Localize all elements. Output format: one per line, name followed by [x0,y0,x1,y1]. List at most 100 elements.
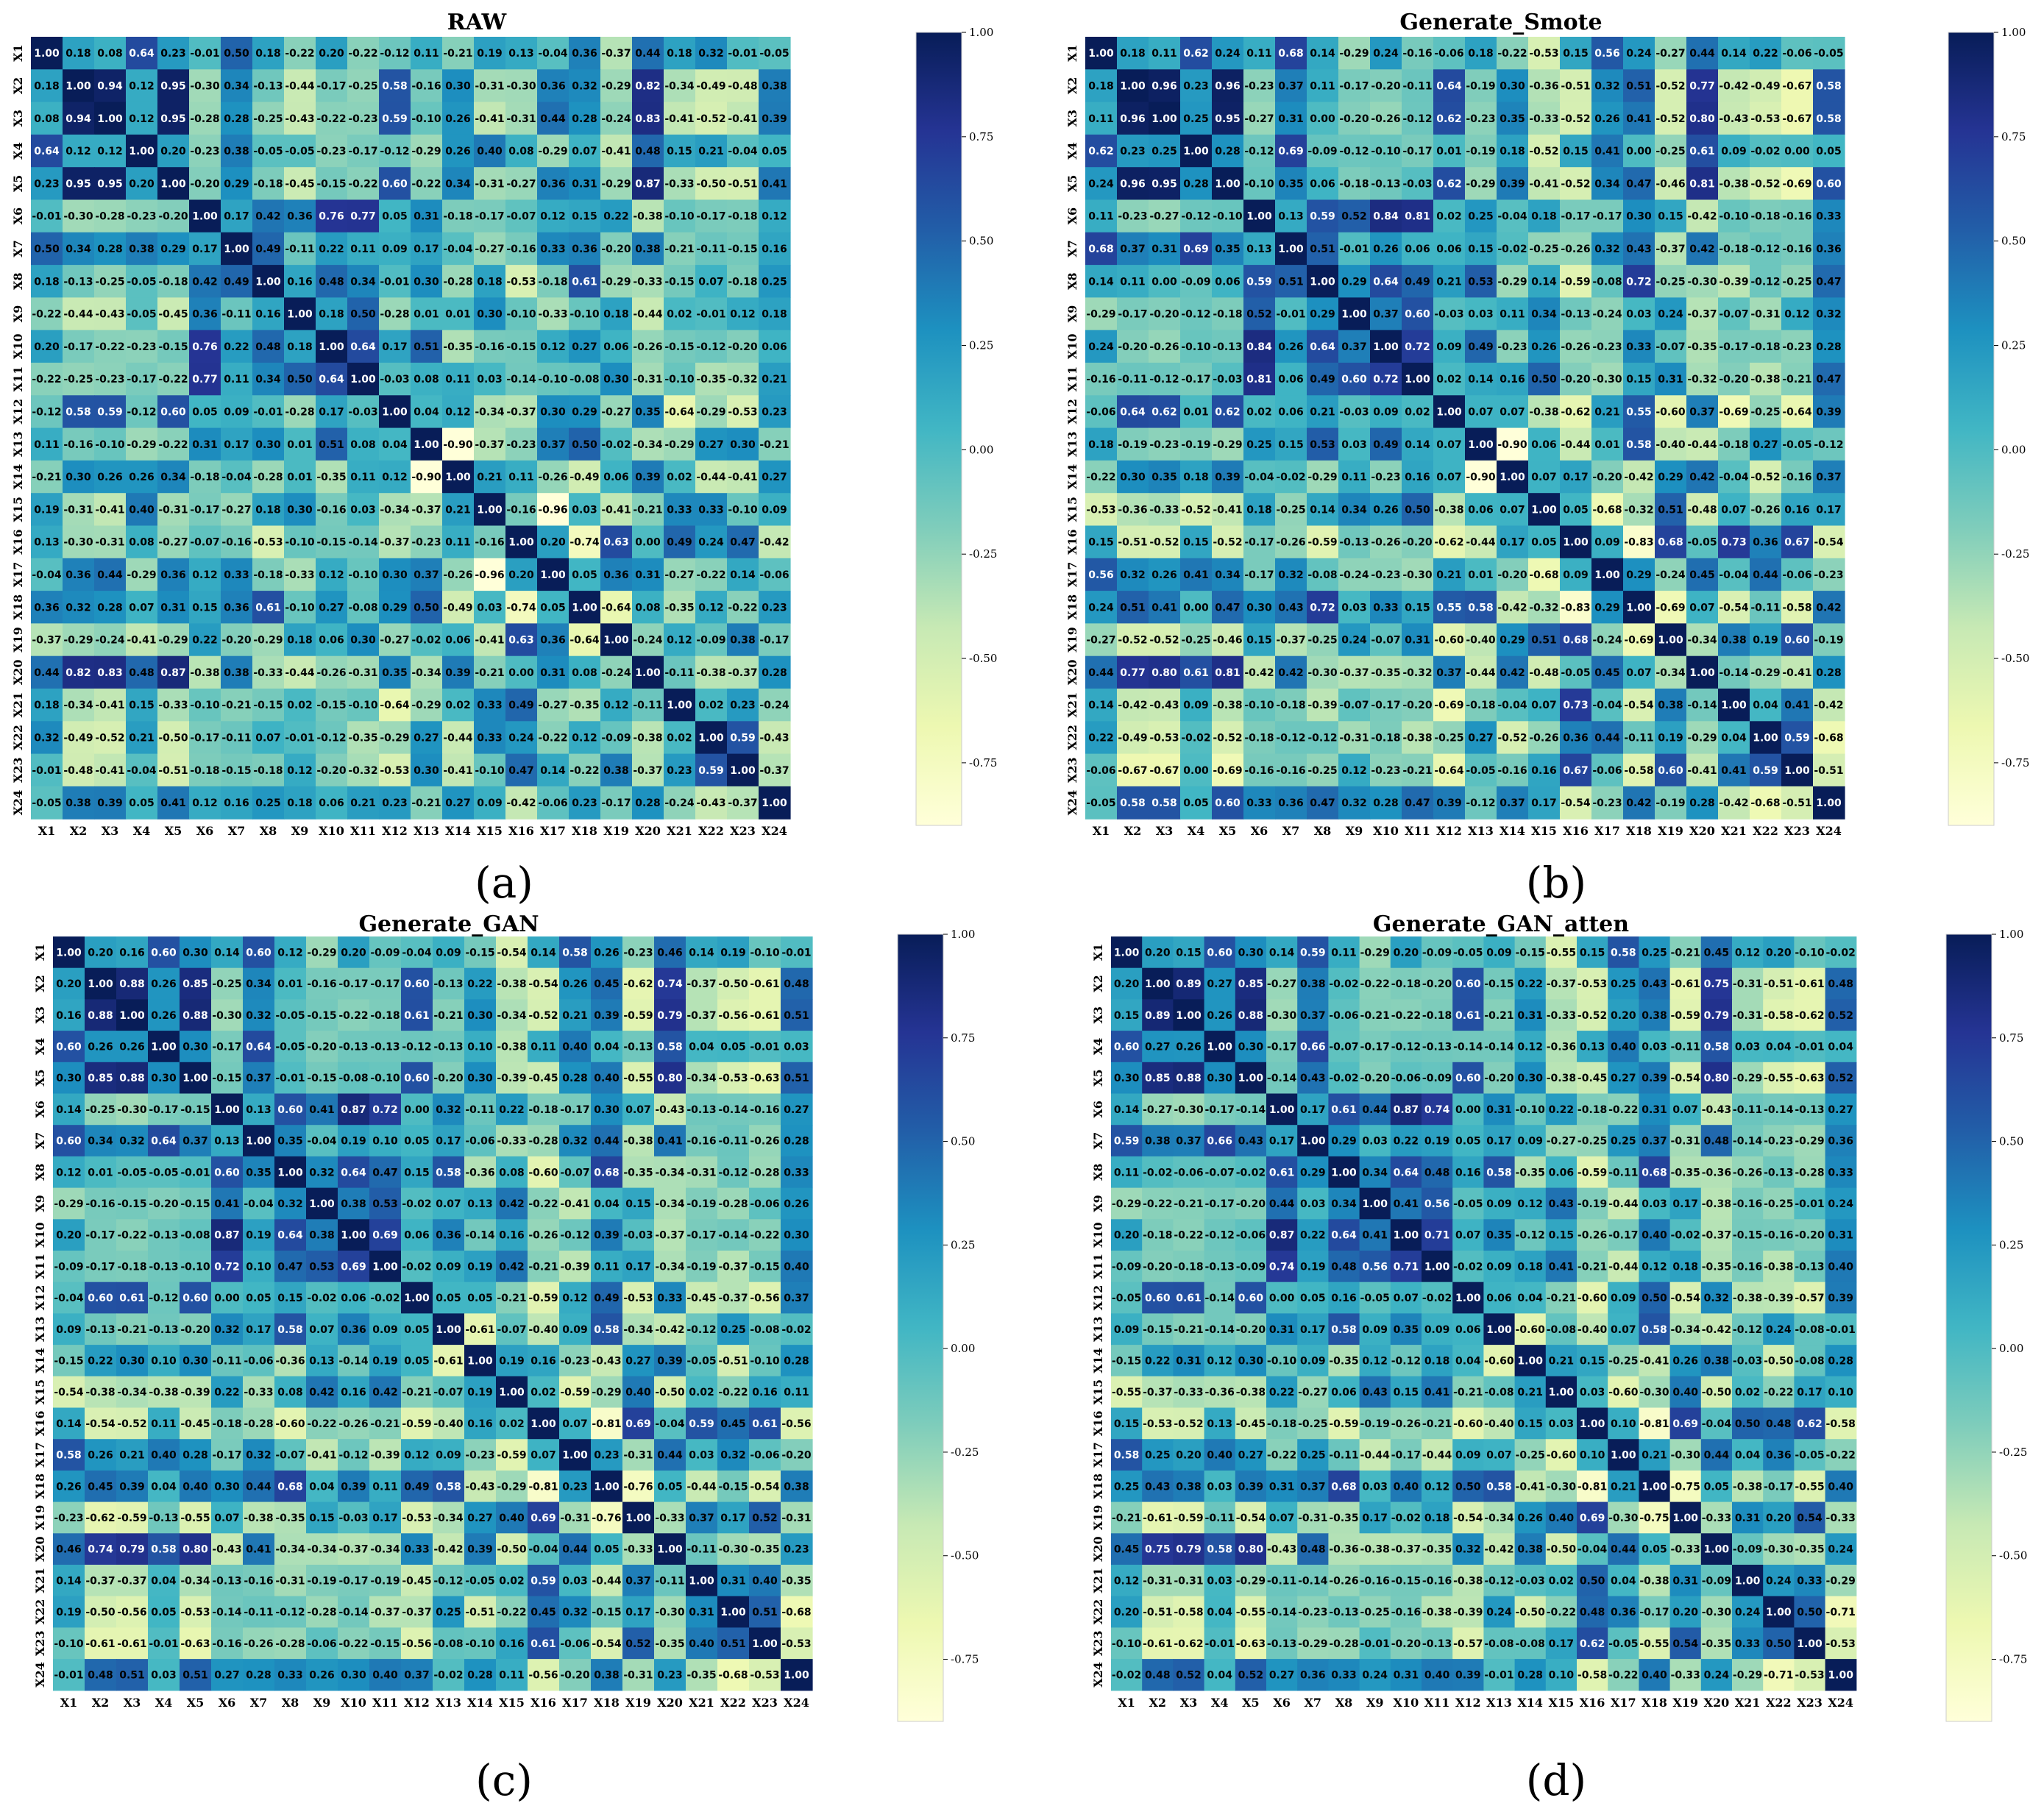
cell-value-label: -0.29 [411,700,441,711]
cell-value-label: -0.56 [750,1293,779,1304]
heatmap-cell [157,232,190,266]
cell-value-label: 0.05 [129,797,155,809]
cell-value-label: 0.15 [1114,1010,1140,1022]
cell-value-label: 0.40 [1642,1230,1667,1242]
cell-value-label: 0.11 [445,374,471,385]
cell-value-label: 0.60 [382,178,408,190]
cell-value-label: 0.25 [720,1324,746,1336]
cell-value-label: -0.38 [696,667,725,679]
x-tick-label: X6 [219,1696,236,1710]
cell-value-label: -0.22 [32,374,61,385]
cell-value-label: 1.00 [192,211,218,223]
cell-value-label: -0.17 [696,211,725,223]
cell-value-label: 0.24 [508,732,534,744]
cell-value-label: 0.69 [372,1230,398,1242]
cell-value-label: 0.17 [1531,797,1557,809]
cell-value-label: -0.90 [411,472,441,483]
cell-value-label: 1.00 [698,732,724,744]
cell-value-label: 0.44 [1611,1544,1636,1556]
heatmap-cell [727,265,759,298]
heatmap-cell [664,69,696,103]
cell-value-label: 0.06 [341,1293,366,1304]
cell-value-label: -0.04 [528,1544,558,1556]
cell-value-label: 0.48 [1828,978,1853,990]
cell-value-label: 0.05 [404,1324,430,1336]
cell-value-label: 0.09 [56,1324,82,1336]
y-axis-tick-labels: X1X2X3X4X5X6X7X8X9X10X11X12X13X14X15X16X… [1091,944,1105,1688]
cell-value-label: 0.12 [65,146,91,157]
cell-value-label: 0.36 [1563,732,1589,744]
heatmap-cell [505,69,538,103]
cell-value-label: -0.34 [623,1324,653,1336]
cell-value-label: 0.24 [1766,1575,1792,1587]
y-tick-label: X21 [33,1568,47,1593]
cell-value-label: -0.54 [1719,602,1749,614]
cell-value-label: -0.10 [664,374,695,385]
cell-value-label: -0.13 [433,1041,463,1053]
cell-value-label: -0.15 [728,244,757,255]
cell-value-label: -0.05 [1453,1198,1483,1210]
cell-value-label: 0.02 [499,1418,525,1430]
heatmap-cell [126,232,158,266]
cell-value-label: -0.37 [402,1607,431,1618]
heatmap-cell [63,69,95,103]
cell-value-label: -0.25 [1529,244,1558,255]
cell-value-label: -0.38 [1750,374,1780,385]
cell-value-label: -0.06 [759,569,789,581]
cell-value-label: -0.28 [1795,1167,1824,1179]
x-tick-label: X16 [508,824,534,838]
cell-value-label: -0.02 [402,1261,431,1273]
cell-value-label: -0.18 [1750,341,1780,353]
y-tick-label: X3 [33,1006,47,1024]
cell-value-label: -0.26 [750,1136,779,1148]
cell-value-label: 0.01 [277,978,303,990]
x-tick-label: X9 [1346,824,1363,838]
cell-value-label: 0.43 [1362,1387,1388,1398]
cell-value-label: 1.00 [1753,732,1778,744]
cell-value-label: -0.12 [1181,211,1210,223]
cell-value-label: 0.33 [1626,341,1652,353]
cell-value-label: 0.60 [1238,1293,1264,1304]
cell-value-label: -0.22 [1391,1010,1421,1022]
cell-value-label: 0.44 [1689,48,1715,60]
cell-value-label: 0.82 [65,667,91,679]
cell-value-label: 0.96 [1151,80,1177,92]
cell-value-label: -0.02 [1276,472,1305,483]
cell-value-label: -0.30 [1547,1481,1577,1493]
x-tick-label: X21 [667,824,692,838]
heatmap-cell [126,102,158,135]
cell-value-label: 0.44 [1594,732,1620,744]
cell-value-label: 0.27 [698,439,724,451]
cell-value-label: 0.07 [1721,504,1747,516]
cell-value-label: 1.00 [1341,309,1367,321]
cell-value-label: -0.22 [728,602,757,614]
cell-value-label: -0.06 [307,1638,336,1650]
cell-value-label: -0.08 [1547,1324,1576,1336]
cell-value-label: 0.72 [1310,602,1335,614]
cell-value-label: 0.59 [1753,765,1778,777]
x-tick-label: X14 [467,1696,493,1710]
cell-value-label: -0.21 [475,667,504,679]
cell-value-label: 0.31 [635,569,661,581]
cell-value-label: -0.08 [1795,1355,1824,1367]
cell-value-label: 1.00 [1816,797,1842,809]
cell-value-label: -0.13 [1561,309,1590,321]
cell-value-label: 0.34 [350,276,376,288]
x-tick-label: X11 [1405,824,1430,838]
cell-value-label: -0.39 [497,1073,526,1084]
heatmap-cell [316,134,348,168]
cell-value-label: 0.77 [1689,80,1715,92]
x-tick-label: X6 [1251,824,1268,838]
heatmap-cell [94,265,127,298]
cell-value-label: -0.01 [1339,244,1369,255]
cell-value-label: -0.18 [370,1010,400,1022]
cell-value-label: -0.26 [1371,537,1400,549]
cell-value-label: 0.39 [119,1481,145,1493]
cell-value-label: -0.44 [1422,1450,1452,1462]
cell-value-label: 0.39 [341,1481,366,1493]
heatmap-cell [316,37,348,70]
cell-value-label: 0.49 [1405,276,1430,288]
cell-value-label: -0.18 [1391,978,1421,990]
cell-value-label: 0.18 [477,276,503,288]
cell-value-label: 0.26 [97,472,123,483]
